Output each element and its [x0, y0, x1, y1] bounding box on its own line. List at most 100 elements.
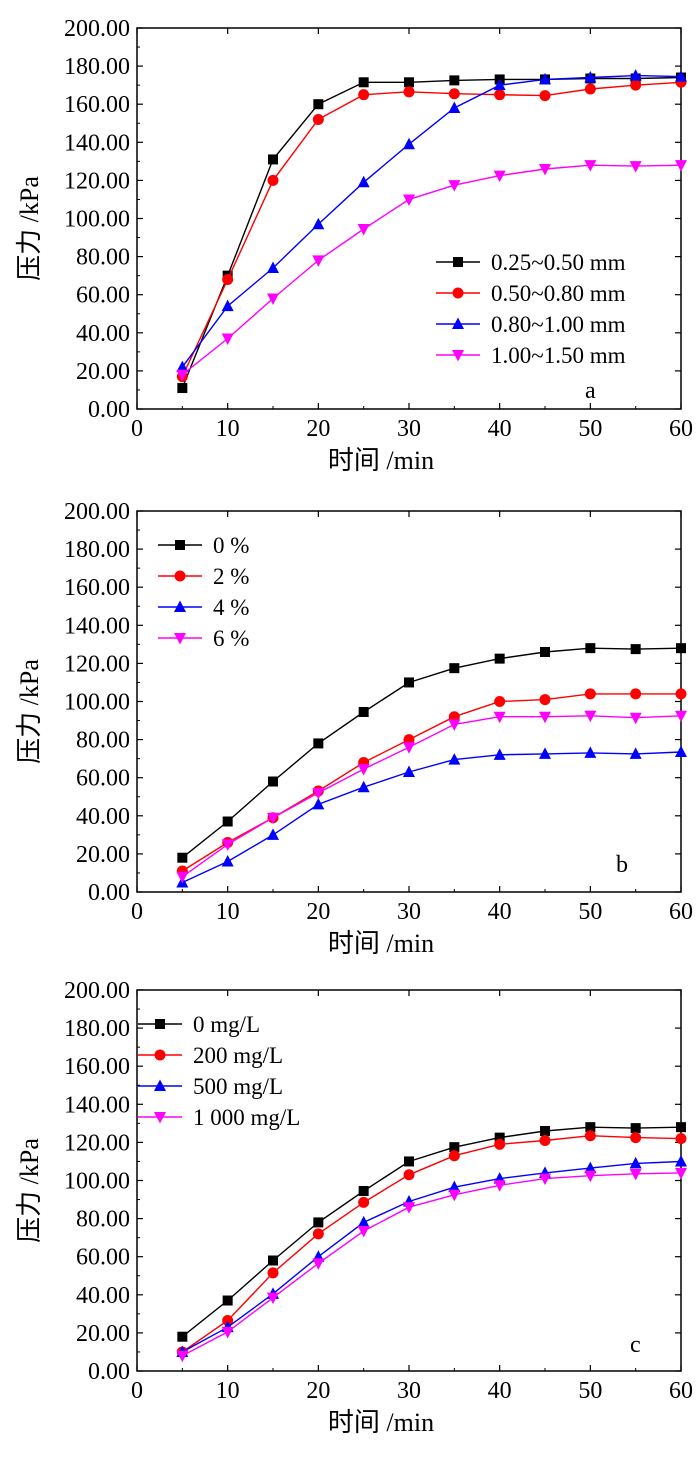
data-point-series-1 [585, 1122, 596, 1133]
data-point-series-4 [493, 170, 506, 183]
y-tick-label: 80.00 [76, 245, 130, 271]
legend-marker [154, 1112, 166, 1124]
data-point-series-2 [358, 89, 370, 101]
y-tick-label: 120.00 [64, 1130, 130, 1156]
y-tick-label: 160.00 [64, 1054, 130, 1080]
chart-panel-b: 0.00 20.00 40.00 60.00 80.00 100.00 120.00 140.… [15, 499, 693, 958]
legend-label: 500 mg/L [193, 1074, 283, 1099]
data-point-series-4 [403, 742, 415, 754]
data-point-series-1 [630, 644, 641, 655]
legend-label: 2 % [213, 564, 249, 589]
data-point-series-1 [449, 1142, 460, 1153]
data-point-series-4 [584, 710, 597, 723]
data-point-series-2 [222, 1315, 234, 1327]
data-point-series-4 [221, 333, 234, 346]
y-tick-label: 60.00 [76, 1245, 130, 1271]
x-axis-title: 时间 /min [328, 929, 434, 958]
x-tick-label: 10 [216, 899, 240, 925]
data-point-series-3 [357, 780, 370, 793]
data-point-series-2 [539, 1134, 551, 1146]
legend-marker [154, 1079, 166, 1091]
legend-label: 0.80~1.00 mm [491, 312, 626, 337]
data-point-series-1 [313, 99, 324, 110]
data-point-series-4 [629, 1168, 642, 1181]
data-point-series-1 [313, 738, 324, 749]
y-tick-label: 160.00 [64, 575, 130, 601]
data-point-series-1 [268, 776, 278, 787]
chart-panel-a: 0.00 20.00 40.00 60.00 80.00 100.00 120.00 140.… [15, 16, 693, 475]
data-point-series-2 [584, 83, 596, 95]
y-tick-label: 80.00 [76, 728, 130, 754]
data-point-series-4 [403, 194, 415, 206]
x-tick-label: 50 [578, 1378, 602, 1404]
panel-label: c [630, 1332, 641, 1358]
data-point-series-3 [675, 745, 687, 757]
data-point-series-3 [403, 137, 415, 150]
data-point-series-3 [176, 360, 189, 373]
data-point-series-1 [358, 1185, 369, 1196]
legend-label: 0 mg/L [193, 1012, 260, 1037]
data-point-series-4 [584, 160, 597, 172]
data-point-series-2 [494, 696, 506, 707]
data-point-series-4 [267, 293, 279, 306]
data-point-series-3 [493, 78, 506, 91]
data-point-series-2 [312, 113, 324, 125]
x-tick-label: 10 [216, 1378, 240, 1404]
data-point-series-1 [494, 1132, 505, 1143]
y-tick-label: 180.00 [64, 54, 130, 80]
data-point-series-3 [357, 175, 370, 188]
data-point-series-3 [312, 217, 325, 230]
data-point-series-1 [313, 1217, 324, 1228]
data-point-series-2 [630, 79, 642, 91]
data-point-series-2 [403, 1169, 415, 1181]
x-tick-label: 30 [397, 416, 421, 442]
x-tick-label: 60 [669, 416, 693, 442]
data-point-series-1 [494, 653, 505, 664]
x-tick-label: 40 [488, 1378, 512, 1404]
data-point-series-1 [449, 663, 460, 674]
data-point-series-1 [177, 1331, 188, 1342]
series-line-3 [182, 751, 682, 884]
x-tick-label: 40 [488, 416, 512, 442]
legend-label: 0.50~0.80 mm [491, 281, 626, 306]
x-tick-label: 0 [131, 1378, 143, 1404]
data-point-series-3 [448, 753, 461, 765]
y-tick-label: 180.00 [64, 537, 130, 563]
data-point-series-2 [494, 89, 506, 101]
data-point-series-3 [675, 70, 687, 82]
data-point-series-4 [448, 180, 461, 192]
data-point-series-2 [267, 174, 279, 186]
data-point-series-4 [267, 1292, 279, 1305]
data-point-series-4 [584, 1170, 597, 1183]
y-axis-title: 压力 /kPa [15, 659, 44, 764]
legend-marker [174, 570, 186, 582]
data-point-series-4 [675, 1167, 687, 1180]
panel-label: b [616, 852, 628, 878]
data-point-series-1 [449, 75, 460, 86]
data-point-series-2 [222, 273, 234, 285]
y-tick-label: 140.00 [64, 130, 130, 156]
data-point-series-4 [312, 1258, 325, 1270]
x-tick-label: 60 [669, 1378, 693, 1404]
y-tick-label: 200.00 [64, 499, 130, 525]
y-tick-label: 160.00 [64, 92, 130, 118]
data-point-series-1 [404, 1156, 414, 1167]
data-point-series-2 [630, 688, 642, 700]
data-point-series-1 [676, 1122, 686, 1133]
data-point-series-4 [221, 839, 234, 851]
data-point-series-1 [177, 383, 188, 394]
y-tick-label: 120.00 [64, 651, 130, 677]
data-point-series-3 [267, 828, 279, 840]
data-point-series-1 [404, 77, 414, 88]
data-point-series-1 [268, 154, 278, 165]
legend-marker [174, 633, 186, 645]
y-tick-label: 200.00 [64, 16, 130, 42]
data-point-series-1 [268, 1255, 278, 1266]
y-tick-label: 0.00 [88, 880, 130, 906]
y-tick-label: 180.00 [64, 1016, 130, 1042]
data-point-series-1 [540, 1125, 550, 1136]
data-point-series-1 [676, 643, 686, 654]
legend-marker [453, 257, 463, 267]
data-point-series-3 [629, 69, 642, 81]
data-point-series-3 [448, 101, 461, 114]
